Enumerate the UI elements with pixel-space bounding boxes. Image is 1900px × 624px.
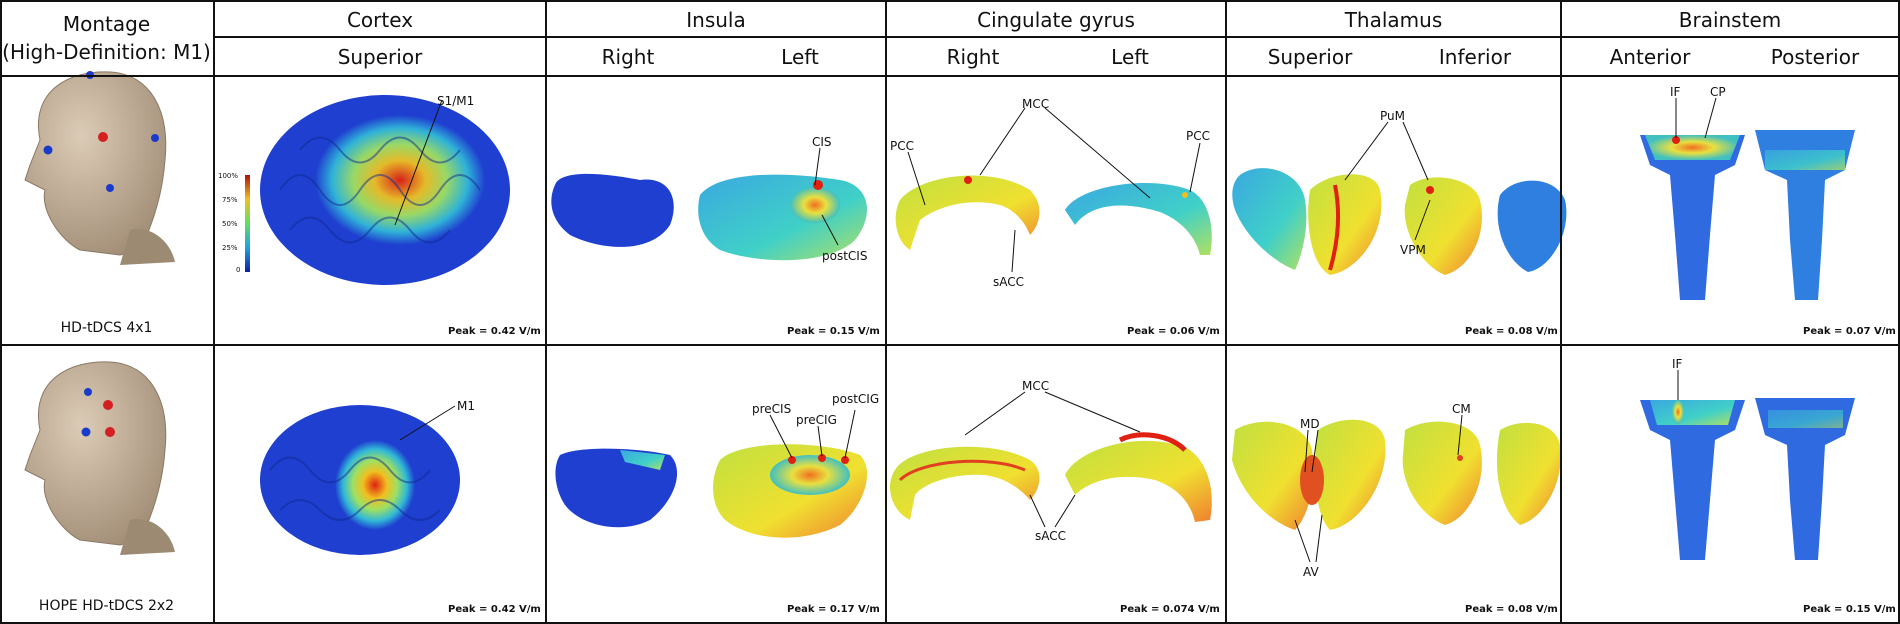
electrode-dot (84, 388, 92, 396)
region-header-insula: Insula (686, 8, 746, 32)
cortex-surface-4x1 (260, 95, 510, 285)
view-header-cingulate-right: Right (946, 45, 1000, 69)
cingulate-left-2x2 (1065, 432, 1212, 522)
head-model-4x1 (24, 71, 175, 265)
anat-label: postCIG (832, 392, 880, 406)
anat-label: S1/M1 (437, 94, 475, 108)
montage-label-row2: HOPE HD-tDCS 2x2 (38, 598, 175, 614)
peak-label: Peak = 0.15 V/m (1803, 604, 1896, 615)
anat-label: MD (1300, 417, 1320, 431)
anat-label: PCC (1186, 129, 1210, 143)
anat-label: preCIG (796, 413, 837, 427)
thalamus-inferior-4x1 (1404, 177, 1567, 275)
region-header-brainstem: Brainstem (1678, 8, 1782, 32)
peak-label: Peak = 0.07 V/m (1803, 326, 1896, 337)
brainstem-anterior-4x1 (1640, 135, 1745, 300)
peak-label: Peak = 0.08 V/m (1465, 326, 1558, 337)
anat-label: PCC (890, 139, 914, 153)
region-header-thalamus: Thalamus (1344, 8, 1443, 32)
anat-label: MCC (1022, 97, 1050, 111)
brainstem-anterior-2x2 (1640, 400, 1745, 560)
peak-label: Peak = 0.42 V/m (448, 326, 541, 337)
insula-right-4x1 (551, 173, 674, 247)
peak-label: Peak = 0.15 V/m (787, 326, 880, 337)
cingulate-left-4x1 (1065, 182, 1212, 255)
electrode-dot (81, 427, 91, 437)
anat-label: IF (1672, 357, 1683, 371)
thalamus-superior-2x2 (1232, 419, 1386, 530)
thalamus-inferior-2x2 (1402, 421, 1561, 525)
head-model-2x2 (24, 361, 175, 555)
cortex-surface-2x2 (260, 405, 460, 555)
anat-label: PuM (1380, 109, 1405, 123)
anat-label: IF (1670, 85, 1681, 99)
view-header-cortex-superior: Superior (337, 45, 423, 69)
anat-label: CIS (812, 135, 832, 149)
view-header-thalamus-inferior: Inferior (1438, 45, 1512, 69)
anat-label: VPM (1400, 243, 1426, 257)
colorbar-tick: 75% (222, 196, 238, 204)
peak-label: Peak = 0.08 V/m (1465, 604, 1558, 615)
electrode-dot (151, 134, 159, 142)
brainstem-posterior-4x1 (1755, 130, 1855, 300)
brainstem-posterior-2x2 (1755, 398, 1855, 560)
colorbar-tick: 25% (222, 244, 238, 252)
peak-label: Peak = 0.06 V/m (1127, 326, 1220, 337)
montage-label-row1: HD-tDCS 4x1 (60, 320, 153, 336)
anat-label: preCIS (752, 402, 792, 416)
insula-right-2x2 (555, 448, 678, 528)
anat-label: AV (1303, 565, 1319, 579)
view-header-insula-left: Left (781, 45, 819, 69)
electrode-dot (106, 184, 114, 192)
colorbar (245, 175, 250, 272)
thalamus-superior-4x1 (1232, 168, 1382, 275)
view-header-thalamus-superior: Superior (1267, 45, 1353, 69)
view-header-brainstem-anterior: Anterior (1609, 45, 1691, 69)
montage-header: Montage (62, 12, 151, 36)
electrode-dot (103, 400, 113, 410)
colorbar-tick: 0 (236, 266, 241, 274)
anat-label: CM (1452, 402, 1471, 416)
electrode-dot (43, 145, 53, 155)
view-header-insula-right: Right (601, 45, 655, 69)
peak-label: Peak = 0.17 V/m (787, 604, 880, 615)
anat-label: sACC (1035, 529, 1067, 543)
region-header-cingulate: Cingulate gyrus (977, 8, 1135, 32)
anat-label: sACC (993, 275, 1025, 289)
view-header-brainstem-posterior: Posterior (1770, 45, 1860, 69)
electrode-dot (98, 132, 108, 142)
view-header-cingulate-left: Left (1111, 45, 1149, 69)
insula-left-4x1 (698, 174, 867, 261)
anat-label: postCIS (822, 249, 868, 263)
colorbar-tick: 100% (218, 172, 239, 180)
montage-subheader: (High-Definition: M1) (2, 40, 211, 64)
colorbar-tick: 50% (222, 220, 238, 228)
insula-left-2x2 (713, 444, 868, 538)
cingulate-right-2x2 (890, 446, 1040, 520)
peak-label: Peak = 0.074 V/m (1120, 604, 1220, 615)
anat-label: M1 (457, 399, 475, 413)
electrode-dot (105, 427, 115, 437)
peak-label: Peak = 0.42 V/m (448, 604, 541, 615)
region-header-cortex: Cortex (346, 8, 414, 32)
cingulate-right-4x1 (895, 175, 1040, 250)
anat-label: CP (1710, 85, 1726, 99)
anat-label: MCC (1022, 379, 1050, 393)
